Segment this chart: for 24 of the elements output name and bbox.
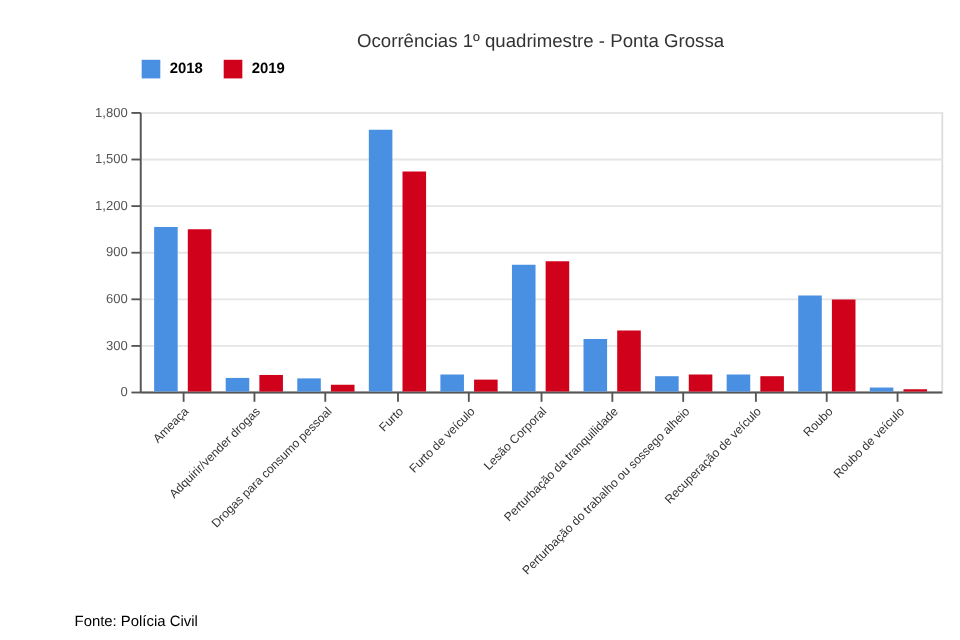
bar	[187, 229, 212, 392]
bar	[760, 376, 784, 392]
bar	[225, 377, 250, 392]
bar	[154, 226, 178, 392]
bar	[583, 338, 608, 392]
bar	[402, 171, 427, 392]
bar	[726, 374, 751, 392]
bar	[617, 330, 641, 392]
bar	[368, 129, 393, 392]
bar	[655, 376, 679, 392]
chart-title: Ocorrências 1º quadrimestre - Ponta Grossa	[357, 30, 726, 51]
bar	[474, 379, 498, 392]
bar	[798, 295, 822, 392]
legend-label: 2018	[169, 58, 203, 77]
source-note: Fonte: Polícia Civil	[74, 612, 199, 631]
bar	[545, 261, 570, 392]
bar	[511, 264, 536, 392]
bar	[259, 374, 283, 392]
bar	[688, 374, 713, 392]
bar	[831, 299, 856, 392]
bar	[297, 378, 321, 392]
bar	[330, 384, 355, 392]
bar	[440, 374, 464, 392]
legend-label: 2019	[251, 58, 285, 77]
